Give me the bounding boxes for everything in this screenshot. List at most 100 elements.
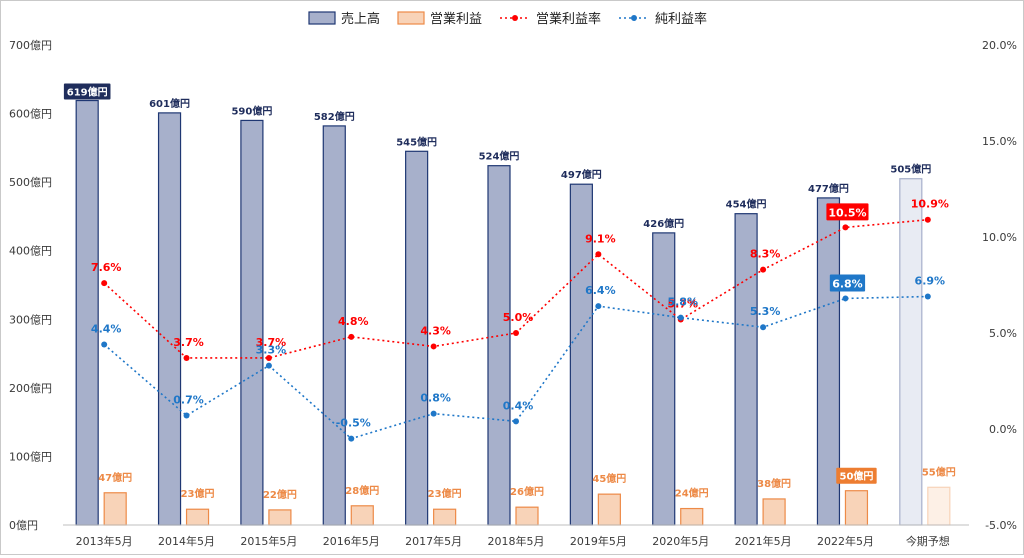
legend-swatch [308,11,336,25]
x-tick-label: 2019年5月 [570,534,627,548]
right-tick-label: 0.0% [989,423,1017,436]
net-margin-value-label: 5.3% [750,305,781,318]
legend-label: 純利益率 [655,11,707,27]
operating-profit-value-label: 23億円 [181,487,215,500]
operating-profit-bar [103,492,127,526]
net-margin-point [677,314,684,321]
operating-margin-value-label: 3.7% [173,336,204,349]
data-labels: 619億円 47億円 7.6% 4.4% 601億円 23億円 3.7% 0.7% 590億円 2… [63,83,956,501]
left-tick-label: 600億円 [9,108,52,121]
net-margin-value-label: 5.8% [667,296,698,309]
right-axis: -5.0% 0.0% 5.0% 10.0% 15.0% 20.0% [982,39,1017,532]
operating-margin-point [265,354,272,361]
net-margin-value-label: 3.3% [256,344,287,357]
operating-profit-bar [433,508,457,526]
sales-value-label: 619億円 [67,86,108,99]
sales-value-label: 582億円 [314,110,355,123]
operating-profit-bar [515,506,539,526]
operating-profit-value-label: 50億円 [839,470,873,483]
operating-margin-value-label: 4.3% [420,324,451,337]
net-margin-point [101,341,108,348]
operating-profit-value-label: 26億円 [510,485,544,498]
legend: 売上高 営業利益 営業利益率 純利益率 [308,11,707,27]
net-margin-point [924,293,931,300]
x-tick-label: 2020年5月 [652,534,709,548]
operating-margin-point [101,280,108,287]
sales-value-label: 497億円 [561,168,602,181]
operating-profit-value-label: 23億円 [428,487,462,500]
x-tick-label: 2015年5月 [240,534,297,548]
operating-profit-value-label: 55億円 [922,465,956,478]
sales-bar [240,119,264,526]
sales-bar [75,99,99,526]
x-tick-label: 2018年5月 [488,534,545,548]
operating-margin-point [595,251,602,258]
operating-profit-value-label: 28億円 [345,484,379,497]
x-tick-label: 2022年5月 [817,534,874,548]
sales-value-label: 545億円 [396,135,437,148]
x-tick-label: 今期予想 [906,534,950,548]
sales-bar [405,150,429,526]
sales-value-label: 590億円 [231,104,272,117]
operating-margin-value-label: 5.7% [667,298,698,311]
sales-bar [157,112,182,526]
net-margin-value-label: -0.5% [336,417,371,430]
operating-margin-value-label: 5.0% [503,311,534,324]
operating-profit-value-label-highlight-box [836,467,877,484]
left-tick-label: 400億円 [9,245,52,258]
operating-margin-point [842,224,849,231]
sales-bar [652,232,676,526]
sales-value-label-highlight-box [63,83,111,100]
line-series [101,216,931,442]
operating-margin-point [924,216,931,223]
sales-bar [816,197,841,526]
sales-value-label: 477億円 [808,182,849,195]
operating-profit-value-label: 47億円 [98,471,132,484]
operating-profit-bar [680,507,704,526]
operating-profit-bar [268,509,292,526]
right-tick-label: 20.0% [982,39,1017,52]
net-margin-point [183,412,190,419]
operating-margin-line [103,218,928,359]
operating-margin-point [183,354,190,361]
net-margin-value-label: 0.4% [503,399,534,412]
operating-profit-bar [597,493,621,526]
net-margin-point [513,418,519,425]
operating-margin-point [513,330,519,336]
operating-margin-point [430,343,437,350]
sales-value-label: 524億円 [479,150,520,163]
operating-margin-value-label-highlight-box [826,203,869,221]
operating-profit-value-label: 22億円 [263,488,297,501]
left-tick-label: 100億円 [9,450,52,463]
left-tick-label: 200億円 [9,382,52,395]
operating-margin-value-label: 3.7% [256,336,287,349]
x-axis: 2013年5月 2014年5月 2015年5月 2016年5月 2017年5月 2018年… [63,524,969,548]
net-margin-point [595,303,602,310]
sales-value-label: 601億円 [149,97,190,110]
operating-profit-bar [844,490,869,526]
operating-profit-value-label: 38億円 [757,477,791,490]
legend-swatch-point [631,15,637,21]
operating-profit-value-label: 45億円 [592,472,626,485]
operating-margin-value-label: 9.1% [585,232,616,245]
net-margin-point [760,324,767,331]
operating-profit-bar [762,498,786,526]
net-margin-value-label: 6.8% [832,277,863,290]
left-axis: 0億円 100億円 200億円 300億円 400億円 500億円 600億円 700億円 [9,39,52,532]
operating-margin-point [348,333,355,340]
operating-profit-bar [185,508,210,526]
net-margin-point [430,410,437,417]
net-margin-line [103,295,928,440]
sales-value-label: 505億円 [890,163,931,176]
left-tick-label: 300億円 [9,313,52,326]
operating-margin-point [760,266,767,273]
net-margin-value-label: 4.4% [91,323,122,336]
net-margin-value-label: 0.8% [420,392,451,405]
right-tick-label: -5.0% [985,519,1017,532]
legend-label: 営業利益率 [536,11,601,27]
x-tick-label: 2017年5月 [405,534,462,548]
net-margin-point [348,435,355,442]
operating-margin-value-label: 8.3% [750,248,781,261]
operating-margin-value-label: 10.9% [911,198,949,211]
